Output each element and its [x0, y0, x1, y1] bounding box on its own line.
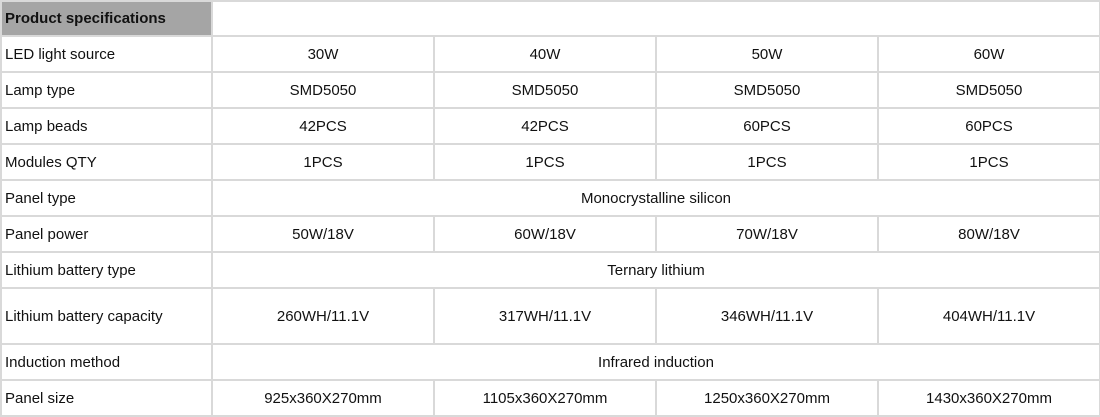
value-cell: 50W/18V: [211, 215, 435, 253]
row-label: Lamp beads: [0, 107, 213, 145]
value-cell: 260WH/11.1V: [211, 287, 435, 345]
value-cell: 1430x360X270mm: [877, 379, 1100, 417]
value-cell: 30W: [211, 35, 435, 73]
row-label: Lithium battery capacity: [0, 287, 213, 345]
value-cell: 42PCS: [433, 107, 657, 145]
row-label: LED light source: [0, 35, 213, 73]
table-row: LED light source 30W 40W 50W 60W: [0, 35, 1100, 73]
table-row: Lithium battery capacity 260WH/11.1V 317WH…: [0, 287, 1100, 345]
table-title: Product specifications: [0, 0, 213, 37]
table-row: Lamp beads 42PCS 42PCS 60PCS 60PCS: [0, 107, 1100, 145]
table-row: Modules QTY 1PCS 1PCS 1PCS 1PCS: [0, 143, 1100, 181]
row-label: Modules QTY: [0, 143, 213, 181]
table-row: Panel type Monocrystalline silicon: [0, 179, 1100, 217]
value-cell: 50W: [655, 35, 879, 73]
value-cell: 80W/18V: [877, 215, 1100, 253]
value-cell: 1PCS: [655, 143, 879, 181]
value-cell: 1PCS: [433, 143, 657, 181]
row-label: Panel power: [0, 215, 213, 253]
table-row: Lithium battery type Ternary lithium: [0, 251, 1100, 289]
value-cell: 60PCS: [877, 107, 1100, 145]
row-label: Lamp type: [0, 71, 213, 109]
value-cell: SMD5050: [433, 71, 657, 109]
value-cell: 40W: [433, 35, 657, 73]
value-cell: 317WH/11.1V: [433, 287, 657, 345]
value-cell: SMD5050: [211, 71, 435, 109]
header-row: Product specifications: [0, 0, 1100, 37]
value-cell: 1250x360X270mm: [655, 379, 879, 417]
row-label: Panel size: [0, 379, 213, 417]
value-cell: 1PCS: [211, 143, 435, 181]
value-cell: 60W: [877, 35, 1100, 73]
value-cell: 925x360X270mm: [211, 379, 435, 417]
row-label: Panel type: [0, 179, 213, 217]
table-row: Lamp type SMD5050 SMD5050 SMD5050 SMD5050: [0, 71, 1100, 109]
value-cell: Infrared induction: [211, 343, 1100, 381]
value-cell: 60PCS: [655, 107, 879, 145]
value-cell: 346WH/11.1V: [655, 287, 879, 345]
row-label: Lithium battery type: [0, 251, 213, 289]
value-cell: 1105x360X270mm: [433, 379, 657, 417]
value-cell: 60W/18V: [433, 215, 657, 253]
table-row: Induction method Infrared induction: [0, 343, 1100, 381]
row-label: Induction method: [0, 343, 213, 381]
value-cell: 70W/18V: [655, 215, 879, 253]
value-cell: SMD5050: [655, 71, 879, 109]
table-row: Panel power 50W/18V 60W/18V 70W/18V 80W/18V: [0, 215, 1100, 253]
value-cell: SMD5050: [877, 71, 1100, 109]
value-cell: 42PCS: [211, 107, 435, 145]
value-cell: Ternary lithium: [211, 251, 1100, 289]
header-empty-cell: [211, 0, 1100, 37]
value-cell: 1PCS: [877, 143, 1100, 181]
value-cell: 404WH/11.1V: [877, 287, 1100, 345]
table-row: Panel size 925x360X270mm 1105x360X270mm 125…: [0, 379, 1100, 417]
value-cell: Monocrystalline silicon: [211, 179, 1100, 217]
